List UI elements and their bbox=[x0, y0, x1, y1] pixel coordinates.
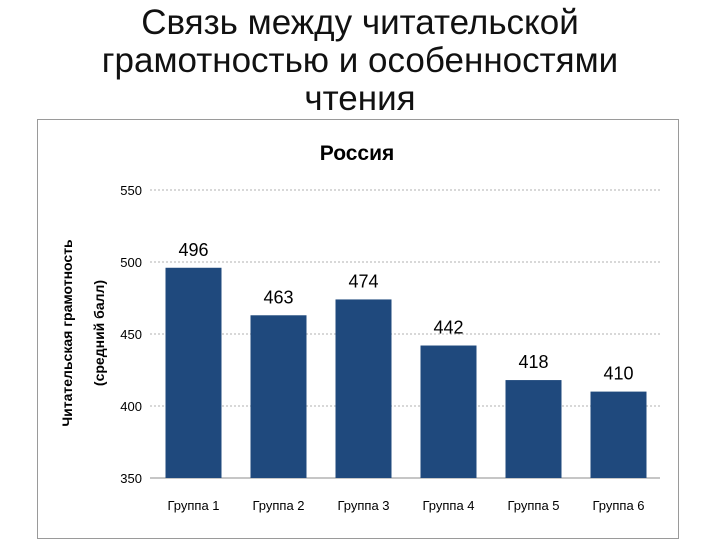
data-label: 463 bbox=[263, 287, 293, 307]
data-label: 418 bbox=[518, 352, 548, 372]
x-tick-label: Группа 5 bbox=[507, 498, 559, 513]
y-tick-label: 400 bbox=[120, 399, 142, 414]
slide-title: Связь между читательской грамотностью и … bbox=[101, 3, 619, 118]
y-tick-label: 500 bbox=[120, 255, 142, 270]
y-tick-label: 550 bbox=[120, 183, 142, 198]
y-axis-label-units: (средний балл) bbox=[91, 280, 107, 386]
chart-title: Россия bbox=[320, 142, 395, 165]
bar-4 bbox=[420, 345, 477, 478]
bar-5 bbox=[505, 380, 562, 478]
data-label: 442 bbox=[433, 318, 463, 338]
bar-6 bbox=[590, 391, 647, 478]
y-tick-label: 350 bbox=[120, 471, 142, 486]
bar-2 bbox=[250, 315, 307, 478]
x-tick-label: Группа 6 bbox=[592, 498, 644, 513]
x-tick-label: Группа 1 bbox=[167, 498, 219, 513]
x-tick-label: Группа 4 bbox=[422, 498, 474, 513]
data-label: 410 bbox=[603, 364, 633, 384]
y-tick-label: 450 bbox=[120, 327, 142, 342]
y-axis-label: Читательская грамотность bbox=[59, 239, 75, 427]
bar-1 bbox=[165, 267, 222, 478]
bar-3 bbox=[335, 299, 392, 478]
data-label: 496 bbox=[178, 240, 208, 260]
x-tick-label: Группа 2 bbox=[252, 498, 304, 513]
x-tick-label: Группа 3 bbox=[337, 498, 389, 513]
data-label: 474 bbox=[348, 271, 378, 291]
